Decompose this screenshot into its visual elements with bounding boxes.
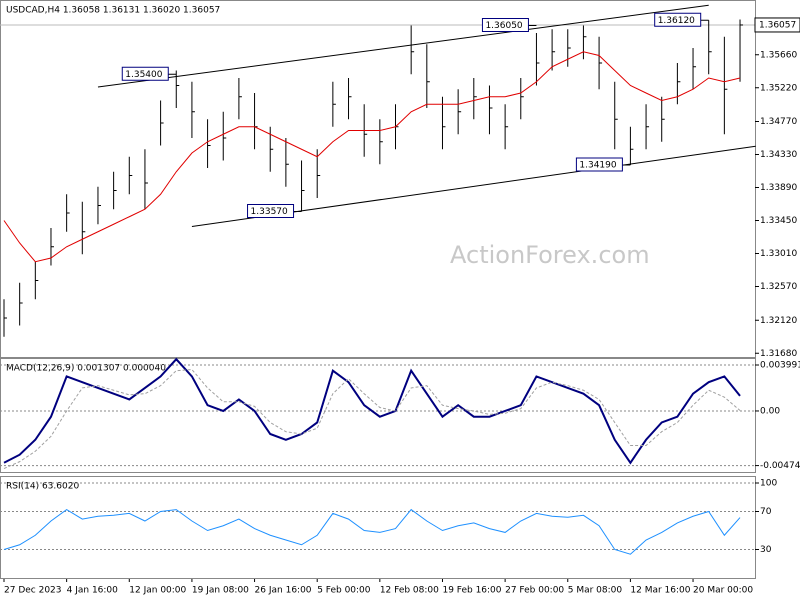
- y-tick-label: 1.35660: [760, 50, 797, 60]
- y-tick-label: 1.32120: [760, 316, 797, 326]
- annotation-label: 1.35400: [125, 70, 162, 80]
- panel-title: USDCAD,H4 1.36058 1.36131 1.36020 1.3605…: [6, 6, 220, 16]
- y-tick-label: 100: [760, 479, 777, 489]
- annotation-box: [247, 204, 295, 218]
- watermark: ActionForex.com: [450, 241, 650, 269]
- x-tick-label: 4 Jan 16:00: [67, 586, 119, 596]
- annotation-label: 1.36050: [485, 21, 522, 31]
- panel-title: MACD(12,26,9) 0.001307 0.000040: [6, 364, 166, 374]
- y-tick-label: 1.33010: [760, 249, 797, 259]
- y-tick-label: 1.33890: [760, 183, 797, 193]
- x-tick-label: 19 Jan 08:00: [192, 586, 249, 596]
- annotation-box: [654, 12, 702, 27]
- y-tick-label: -0.004743: [760, 461, 800, 471]
- channel-line: [97, 4, 709, 88]
- x-tick-label: 27 Dec 2023: [4, 586, 62, 596]
- panel-title: RSI(14) 63.6020: [6, 482, 79, 492]
- annotation-box: [121, 66, 169, 81]
- indicator-line: [3, 368, 741, 470]
- annotation-label: 1.34190: [579, 161, 616, 171]
- x-tick-label: 12 Mar 16:00: [630, 586, 690, 596]
- indicator-line: [3, 508, 741, 555]
- x-tick-label: 27 Feb 00:00: [505, 586, 564, 596]
- y-tick-label: 30: [760, 545, 772, 555]
- x-tick-label: 12 Jan 00:00: [129, 586, 186, 596]
- y-tick-label: 0.00: [760, 406, 780, 416]
- x-tick-label: 12 Feb 08:00: [380, 586, 439, 596]
- y-tick-label: 1.32570: [760, 282, 797, 292]
- last-price-tag: [754, 17, 800, 33]
- y-tick-label: 70: [760, 507, 772, 517]
- x-tick-label: 20 Mar 00:00: [693, 586, 753, 596]
- y-tick-label: 0.003991: [760, 361, 800, 371]
- annotation-box: [575, 157, 623, 172]
- y-tick-label: 1.33450: [760, 216, 797, 226]
- annotation-label: 1.33570: [251, 207, 288, 217]
- x-tick-label: 5 Feb 00:00: [317, 586, 371, 596]
- y-tick-label: 1.34770: [760, 117, 797, 127]
- x-tick-label: 5 Mar 08:00: [568, 586, 623, 596]
- annotation-box: [481, 18, 529, 32]
- x-tick-label: 19 Feb 16:00: [442, 586, 501, 596]
- indicator-line: [3, 357, 741, 465]
- y-tick-label: 1.31680: [760, 349, 797, 359]
- last-price-label: 1.36057: [759, 20, 796, 30]
- x-tick-label: 26 Jan 16:00: [255, 586, 312, 596]
- y-tick-label: 1.35220: [760, 83, 797, 93]
- annotation-label: 1.36120: [658, 16, 695, 26]
- y-tick-label: 1.34330: [760, 150, 797, 160]
- panel-frame: [0, 476, 756, 579]
- moving-average: [3, 51, 741, 263]
- panel-frame: [0, 358, 756, 473]
- panel-frame: [0, 0, 756, 358]
